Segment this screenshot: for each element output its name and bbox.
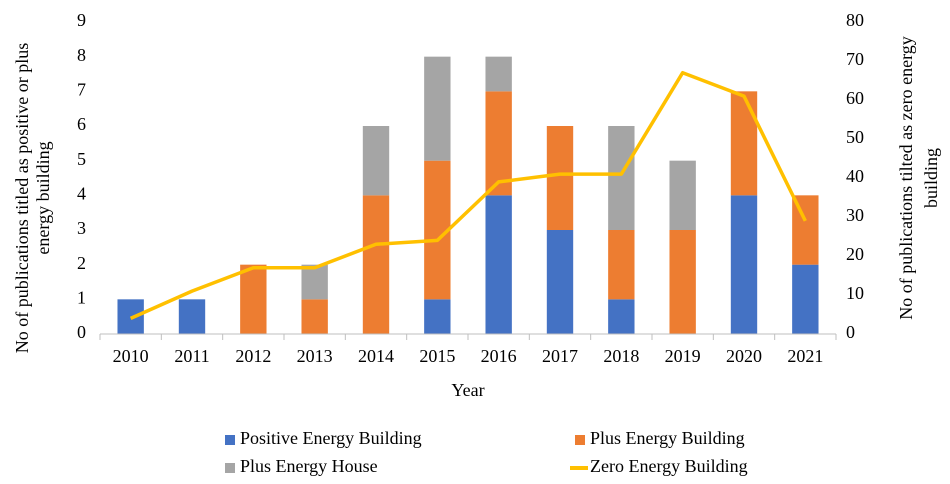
y2-axis-title: building <box>921 148 941 208</box>
y2-tick-label: 70 <box>846 49 864 69</box>
x-tick-label: 2013 <box>297 346 333 366</box>
y2-tick-label: 60 <box>846 88 864 108</box>
y2-tick-label: 50 <box>846 127 864 147</box>
bar <box>608 299 635 334</box>
legend-swatch <box>575 435 585 445</box>
bar <box>485 195 512 334</box>
y-tick-label: 2 <box>77 253 86 273</box>
legend-label: Zero Energy Building <box>590 456 748 476</box>
x-tick-label: 2015 <box>419 346 455 366</box>
y2-tick-label: 40 <box>846 166 864 186</box>
x-axis-title: Year <box>451 380 484 400</box>
bar <box>362 195 390 334</box>
bar <box>669 160 696 230</box>
y-tick-label: 8 <box>77 45 86 65</box>
bar <box>301 264 328 300</box>
y2-axis-title: No of publications tilted as zero energy <box>896 36 916 320</box>
y-tick-label: 7 <box>77 79 86 99</box>
y2-tick-label: 10 <box>846 283 864 303</box>
bar <box>240 264 267 334</box>
legend-swatch <box>225 435 235 445</box>
x-tick-label: 2021 <box>787 346 823 366</box>
y-axis-title: energy building <box>33 141 53 254</box>
x-tick-label: 2016 <box>481 346 517 366</box>
bar <box>669 230 696 334</box>
y2-tick-label: 80 <box>846 10 864 30</box>
y2-tick-label: 30 <box>846 205 864 225</box>
legend-label: Plus Energy House <box>240 456 378 476</box>
x-tick-label: 2010 <box>113 346 149 366</box>
x-tick-label: 2018 <box>603 346 639 366</box>
y-axis-title: No of publications titled as positive or… <box>12 43 32 353</box>
bar <box>792 264 819 334</box>
y2-tick-label: 0 <box>846 322 855 342</box>
bar <box>362 126 390 196</box>
legend-label: Plus Energy Building <box>590 428 745 448</box>
bar <box>424 56 451 161</box>
x-tick-label: 2020 <box>726 346 762 366</box>
legend-label: Positive Energy Building <box>240 428 422 448</box>
bar <box>608 230 635 300</box>
bar <box>178 299 206 334</box>
bar <box>301 299 328 334</box>
y-tick-label: 5 <box>77 149 86 169</box>
y-tick-label: 4 <box>77 183 86 203</box>
bar <box>730 91 758 196</box>
bar <box>546 230 574 334</box>
x-tick-label: 2012 <box>235 346 271 366</box>
bar <box>424 299 451 334</box>
y-tick-label: 0 <box>77 322 86 342</box>
y-tick-label: 9 <box>77 10 86 30</box>
x-tick-label: 2011 <box>174 346 209 366</box>
y2-tick-label: 20 <box>846 244 864 264</box>
x-tick-label: 2017 <box>542 346 578 366</box>
line <box>129 70 807 320</box>
y-tick-label: 6 <box>77 114 86 134</box>
legend-swatch <box>225 463 235 473</box>
bar <box>485 56 512 92</box>
bar <box>608 126 635 230</box>
x-tick-label: 2019 <box>665 346 701 366</box>
x-tick-label: 2014 <box>358 346 394 366</box>
y-tick-label: 3 <box>77 218 86 238</box>
bar <box>546 126 574 230</box>
y-tick-label: 1 <box>77 287 86 307</box>
bar <box>485 91 512 196</box>
bar <box>730 195 758 334</box>
